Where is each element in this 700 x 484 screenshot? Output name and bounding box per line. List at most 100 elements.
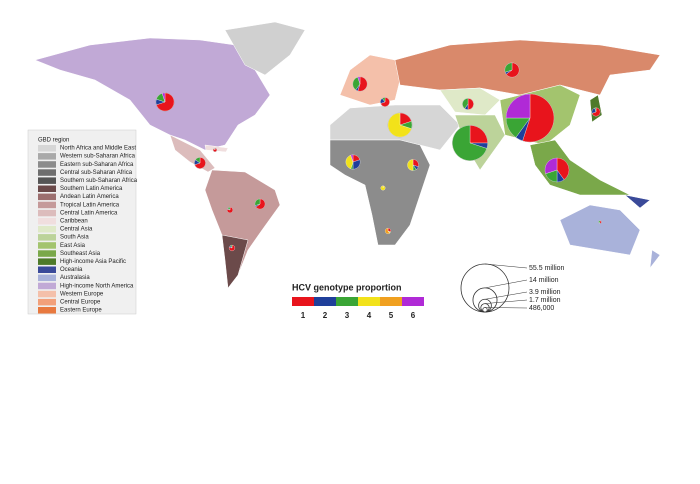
pie-slice	[195, 157, 201, 164]
legend-label: East Asia	[60, 243, 86, 249]
legend-swatch	[38, 169, 56, 176]
eastern-europe-russia	[394, 39, 661, 96]
pie	[591, 107, 601, 117]
south-america	[204, 169, 281, 289]
genotype-label: 6	[411, 311, 416, 320]
genotype-swatch	[358, 297, 380, 306]
size-label: 3.9 million	[529, 289, 561, 296]
pie-slice	[598, 220, 601, 224]
size-leader	[484, 299, 528, 304]
pie	[254, 198, 266, 210]
legend-label: Southeast Asia	[60, 251, 101, 257]
sub-saharan-africa	[329, 139, 431, 246]
australia	[559, 204, 641, 256]
legend-swatch	[38, 298, 56, 306]
pie-slice	[214, 148, 216, 151]
legend-swatch	[38, 153, 56, 160]
legend-swatch	[38, 145, 56, 152]
pie	[345, 154, 361, 170]
legend-swatch	[38, 250, 56, 257]
size-circle	[472, 287, 498, 313]
europe	[339, 54, 401, 106]
pie-slice	[462, 98, 469, 109]
pie	[505, 93, 555, 143]
legend-label: Western Europe	[60, 291, 104, 297]
legend-label: Central Latin America	[60, 210, 118, 216]
pie	[352, 76, 368, 92]
legend-label: Central Europe	[60, 299, 101, 305]
pie-slice	[380, 185, 386, 191]
pie-slice	[522, 93, 555, 143]
pie	[462, 98, 474, 110]
legend-swatch	[38, 282, 56, 290]
legend-swatch	[38, 266, 56, 273]
pie-slice	[407, 159, 414, 171]
size-leader	[484, 263, 528, 269]
pie-slice	[255, 198, 266, 210]
genotype-swatch	[314, 297, 336, 306]
legend-swatch	[38, 217, 56, 225]
pie-slice	[387, 112, 412, 138]
size-label: 14 million	[529, 277, 559, 284]
genotype-label: 5	[389, 311, 394, 320]
legend-swatch	[38, 274, 56, 282]
pie-slice	[254, 198, 261, 206]
pie-slice	[161, 92, 166, 103]
genotype-label: 1	[301, 311, 306, 320]
caribbean	[204, 144, 229, 153]
size-label: 486,000	[529, 305, 554, 312]
genotype-label: 3	[345, 311, 350, 320]
pie	[226, 206, 234, 214]
pie-slice	[594, 107, 597, 113]
oceania	[624, 194, 651, 209]
pie	[452, 125, 488, 161]
genotype-label: 4	[367, 311, 372, 320]
legend-label: North Africa and Middle East	[60, 146, 136, 152]
pie	[380, 185, 386, 191]
pie	[407, 159, 419, 171]
size-leader	[484, 291, 528, 300]
pie	[384, 227, 392, 235]
size-label: 55.5 million	[529, 265, 565, 272]
size-leader	[484, 279, 528, 289]
size-circle	[482, 307, 488, 313]
pie-slice	[505, 62, 520, 78]
region-legend-title: GBD region	[38, 138, 69, 144]
pie-slice	[505, 93, 531, 119]
pie-slice	[357, 76, 361, 85]
pie-slice	[544, 157, 558, 174]
region-legend: North Africa and Middle East Western sub-…	[38, 145, 138, 314]
legend-label: Southern sub-Saharan Africa	[60, 178, 138, 184]
pie-slice	[350, 154, 354, 163]
legend-label: Eastern Europe	[60, 308, 102, 314]
new-zealand	[649, 249, 661, 269]
pie	[544, 157, 570, 183]
legend-label: Central sub-Saharan Africa	[60, 170, 133, 176]
legend-swatch	[38, 290, 56, 298]
genotype-label: 2	[323, 311, 328, 320]
legend-label: High-income North America	[60, 283, 134, 289]
legend-swatch	[38, 258, 56, 265]
genotype-swatch	[336, 297, 358, 306]
pie-slice	[382, 97, 386, 103]
legend-swatch	[38, 209, 56, 217]
genotype-legend: 1 2 3 4 5 6	[292, 297, 424, 320]
pie-slice	[227, 206, 231, 211]
legend-swatch	[38, 193, 56, 201]
genotype-swatch	[292, 297, 314, 306]
legend-label: Western sub-Saharan Africa	[60, 154, 136, 160]
pie-slice	[556, 157, 570, 180]
genotype-legend-title: HCV genotype proportion	[292, 282, 402, 292]
legend-swatch	[38, 161, 56, 168]
legend-label: Andean Latin America	[60, 194, 119, 200]
legend-label: Tropical Latin America	[60, 202, 120, 208]
legend-swatch	[38, 177, 56, 184]
legend-swatch	[38, 307, 56, 314]
north-america	[34, 37, 271, 151]
pie-slice	[345, 154, 354, 170]
legend-label: Central Asia	[60, 227, 93, 233]
pie-slice	[385, 227, 390, 234]
legend-label: South Asia	[60, 235, 89, 241]
